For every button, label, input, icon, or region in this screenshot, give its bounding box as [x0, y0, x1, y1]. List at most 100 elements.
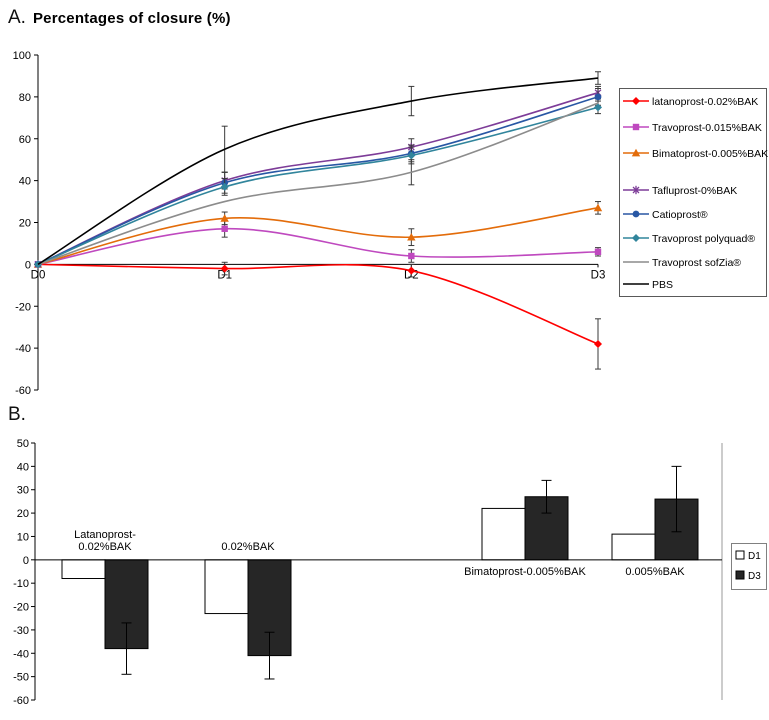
legend-label: Tafluprost-0%BAK	[652, 185, 737, 197]
legend-item: PBS	[623, 279, 673, 291]
diamond-marker	[220, 182, 229, 191]
legend-label: Travoprost-0.015%BAK	[652, 122, 762, 134]
triangle-marker	[593, 203, 603, 212]
y-tick-label: 20	[17, 508, 29, 520]
legend-label: Catioprost®	[652, 209, 708, 221]
y-tick-label: 100	[13, 50, 31, 62]
series-line	[37, 77, 599, 266]
y-tick-label: 10	[17, 531, 29, 543]
x-tick-label: D0	[31, 269, 46, 281]
group-label: Bimatoprost-0.005%BAK	[464, 566, 586, 578]
panel-a-label: A.	[8, 7, 26, 28]
series-line	[37, 207, 599, 266]
series-line	[37, 227, 599, 266]
series-latanoprost-0.02%BAK	[34, 260, 602, 370]
group-label: Latanoprost-	[74, 529, 136, 541]
legend-item: Catioprost®	[623, 209, 708, 221]
legend-item: Travoprost-0.015%BAK	[623, 122, 762, 134]
diamond-marker	[220, 264, 229, 273]
y-tick-label: 50	[17, 438, 29, 450]
y-tick-label: -10	[13, 578, 29, 590]
axes: 50 40 30 20 10 0 -10 -20 -30 -40 -50 -60	[13, 438, 723, 707]
legend-label: D3	[748, 571, 761, 582]
triangle-marker	[631, 148, 641, 157]
panel-a-header: A. Percentages of closure (%)	[8, 7, 231, 29]
panel-b-label: B.	[8, 404, 26, 425]
legend-item: D3	[735, 570, 761, 582]
square-marker	[632, 123, 640, 131]
square-marker	[594, 248, 602, 256]
legend-label: latanoprost-0.02%BAK	[652, 96, 758, 108]
bar-d1	[204, 559, 249, 615]
diamond-marker	[594, 103, 602, 112]
bar-group-Latanoprost-0.02%BAK: Latanoprost-0.02%BAK	[61, 529, 149, 675]
legend-label: Bimatoprost-0.005%BAK	[652, 148, 768, 160]
square-marker	[408, 252, 415, 260]
series-Travoprost polyquad®	[34, 100, 602, 269]
y-tick-label: -30	[13, 625, 29, 637]
panel-a-title: Percentages of closure (%)	[32, 10, 231, 27]
diamond-marker	[407, 266, 416, 275]
y-tick-label: -50	[13, 672, 29, 684]
series-PBS	[37, 71, 601, 266]
y-tick-label: 40	[17, 461, 29, 473]
y-tick-label: -40	[13, 648, 29, 660]
circle-marker	[632, 210, 640, 218]
group-label: 0.02%BAK	[221, 541, 275, 553]
legend-label: Travoprost polyquad®	[652, 233, 755, 245]
y-tick-label: 0	[25, 259, 31, 271]
square-marker	[221, 225, 228, 232]
y-tick-label: -60	[13, 695, 29, 707]
bar-group-Bimatoprost-0.005%BAK: Bimatoprost-0.005%BAK	[464, 479, 586, 578]
y-tick-label: -20	[15, 301, 31, 313]
diamond-marker	[632, 97, 640, 105]
diamond-marker	[594, 339, 602, 348]
legend-item: Travoprost polyquad®	[623, 233, 755, 245]
bar-group-0.02%BAK: 0.02%BAK	[204, 541, 292, 680]
legend-item: Bimatoprost-0.005%BAK	[623, 148, 768, 160]
legend: latanoprost-0.02%BAK Travoprost-0.015%BAK…	[619, 88, 768, 297]
group-label: 0.005%BAK	[625, 566, 685, 578]
bar-chart-panel-b: 50 40 30 20 10 0 -10 -20 -30 -40 -50 -60 Latanoprost…	[13, 438, 767, 707]
y-tick-label: 30	[17, 485, 29, 497]
series-line	[37, 91, 599, 266]
y-tick-label: 20	[19, 218, 31, 230]
diamond-marker	[632, 234, 640, 242]
legend-label: D1	[748, 551, 761, 562]
series-line	[37, 106, 599, 266]
series-Travoprost sofZia®	[37, 102, 599, 266]
legend-item: latanoprost-0.02%BAK	[623, 96, 758, 108]
x-tick-label: D3	[591, 269, 606, 281]
triangle-marker	[407, 232, 416, 241]
y-tick-label: -40	[15, 343, 31, 355]
legend-item: D1	[735, 550, 761, 562]
x-tick-label: D1	[217, 269, 232, 281]
series-line	[37, 102, 599, 266]
legend-label: Travoprost sofZia®	[652, 257, 741, 269]
y-tick-label: -20	[13, 602, 29, 614]
legend-label: PBS	[652, 279, 673, 291]
group-label: 0.02%BAK	[78, 541, 132, 553]
bar-group-0.005%BAK: 0.005%BAK	[611, 465, 699, 578]
legend-item: Travoprost sofZia®	[623, 257, 741, 269]
series-line	[37, 263, 599, 345]
y-tick-label: 0	[23, 555, 29, 567]
y-tick-label: 80	[19, 92, 31, 104]
legend-swatch	[735, 570, 745, 580]
legend-item: Tafluprost-0%BAK	[623, 185, 737, 197]
legend-swatch	[735, 550, 745, 560]
y-tick-label: 60	[19, 134, 31, 146]
panel-b-header: B.	[8, 404, 26, 426]
diamond-marker	[407, 151, 416, 160]
circle-marker	[594, 93, 602, 101]
bar-d1	[61, 559, 106, 580]
series-line	[37, 96, 599, 266]
y-tick-label: -60	[15, 385, 31, 397]
bar-d1	[481, 507, 526, 561]
y-tick-label: 40	[19, 176, 31, 188]
triangle-marker	[220, 214, 229, 222]
legend: D1 D3	[731, 543, 767, 590]
